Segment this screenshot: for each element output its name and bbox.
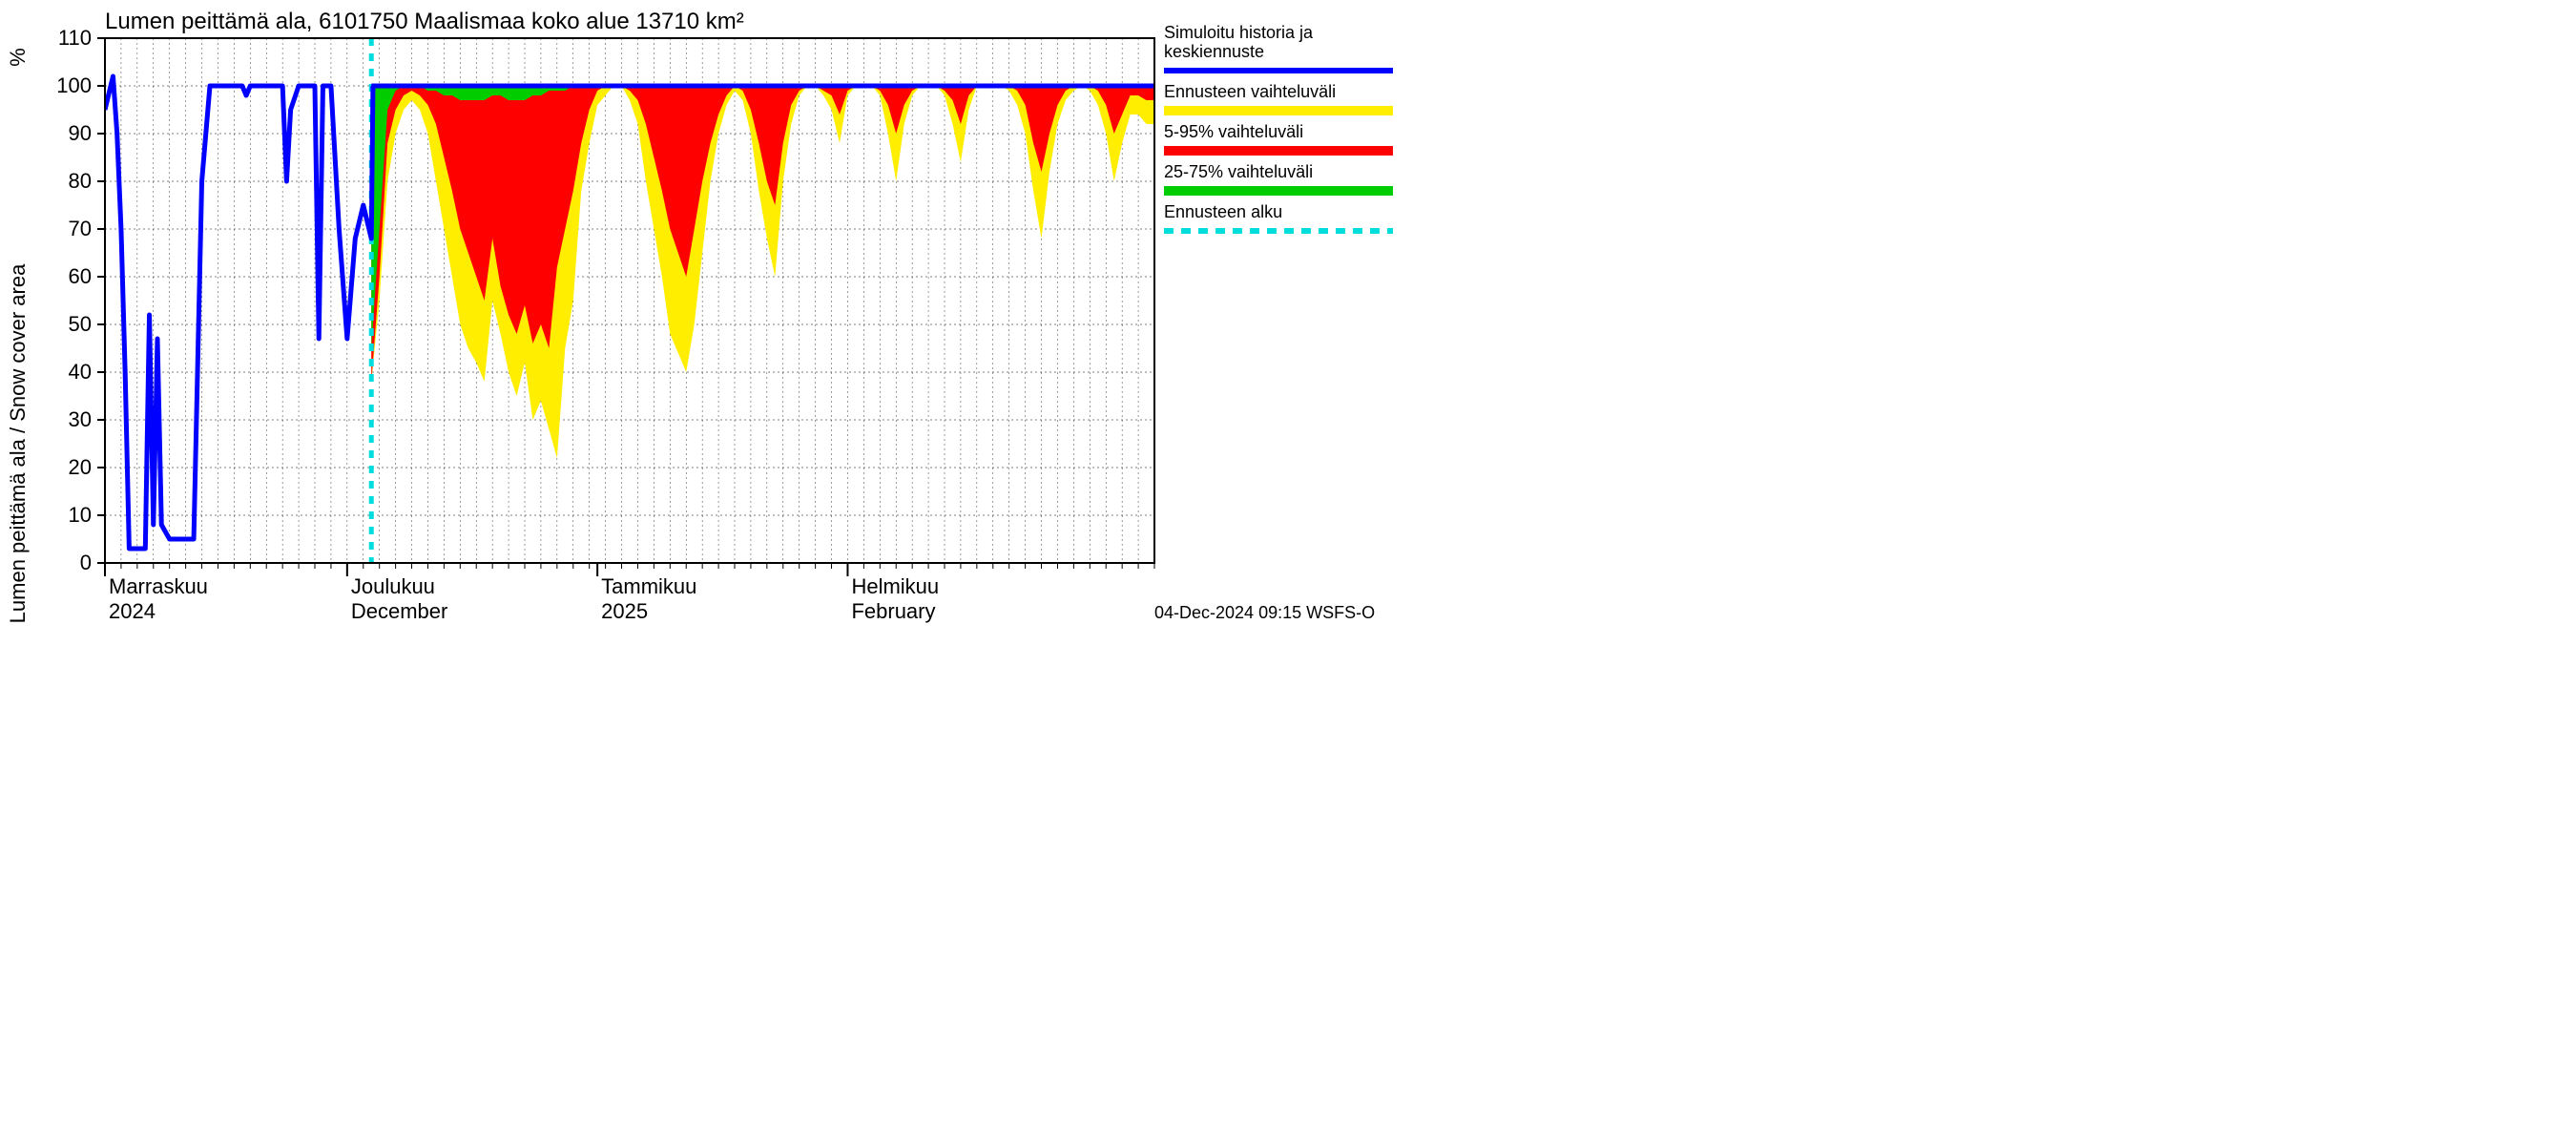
ytick-label: 110 [58, 26, 92, 50]
ytick-label: 20 [69, 455, 92, 479]
ytick-label: 100 [56, 73, 92, 97]
ytick-label: 50 [69, 312, 92, 336]
footer-timestamp: 04-Dec-2024 09:15 WSFS-O [1154, 603, 1375, 622]
legend-label: Ennusteen alku [1164, 202, 1282, 221]
ytick-label: 70 [69, 217, 92, 240]
xtick-label-top: Helmikuu [851, 574, 939, 598]
legend-label: Ennusteen vaihteluväli [1164, 82, 1336, 101]
chart-title: Lumen peittämä ala, 6101750 Maalismaa ko… [105, 9, 744, 34]
xtick-label-top: Joulukuu [351, 574, 435, 598]
legend-label: 25-75% vaihteluväli [1164, 162, 1313, 181]
chart-svg: Lumen peittämä ala, 6101750 Maalismaa ko… [0, 0, 1431, 649]
xtick-label-bottom: February [851, 599, 935, 623]
ytick-label: 80 [69, 169, 92, 193]
ytick-label: 10 [69, 503, 92, 527]
xtick-label-top: Tammikuu [601, 574, 696, 598]
ytick-label: 90 [69, 121, 92, 145]
ytick-label: 60 [69, 264, 92, 288]
ytick-label: 0 [80, 551, 92, 574]
xtick-label-bottom: December [351, 599, 447, 623]
xtick-label-bottom: 2025 [601, 599, 648, 623]
y-axis-label: Lumen peittämä ala / Snow cover area [6, 263, 30, 623]
xtick-label-top: Marraskuu [109, 574, 208, 598]
legend-label: 5-95% vaihteluväli [1164, 122, 1303, 141]
xtick-label-bottom: 2024 [109, 599, 156, 623]
legend-label: keskiennuste [1164, 42, 1264, 61]
y-axis-unit: % [6, 48, 30, 67]
ytick-label: 30 [69, 407, 92, 431]
chart-root: Lumen peittämä ala, 6101750 Maalismaa ko… [0, 0, 1431, 649]
legend-label: Simuloitu historia ja [1164, 23, 1314, 42]
ytick-label: 40 [69, 360, 92, 384]
